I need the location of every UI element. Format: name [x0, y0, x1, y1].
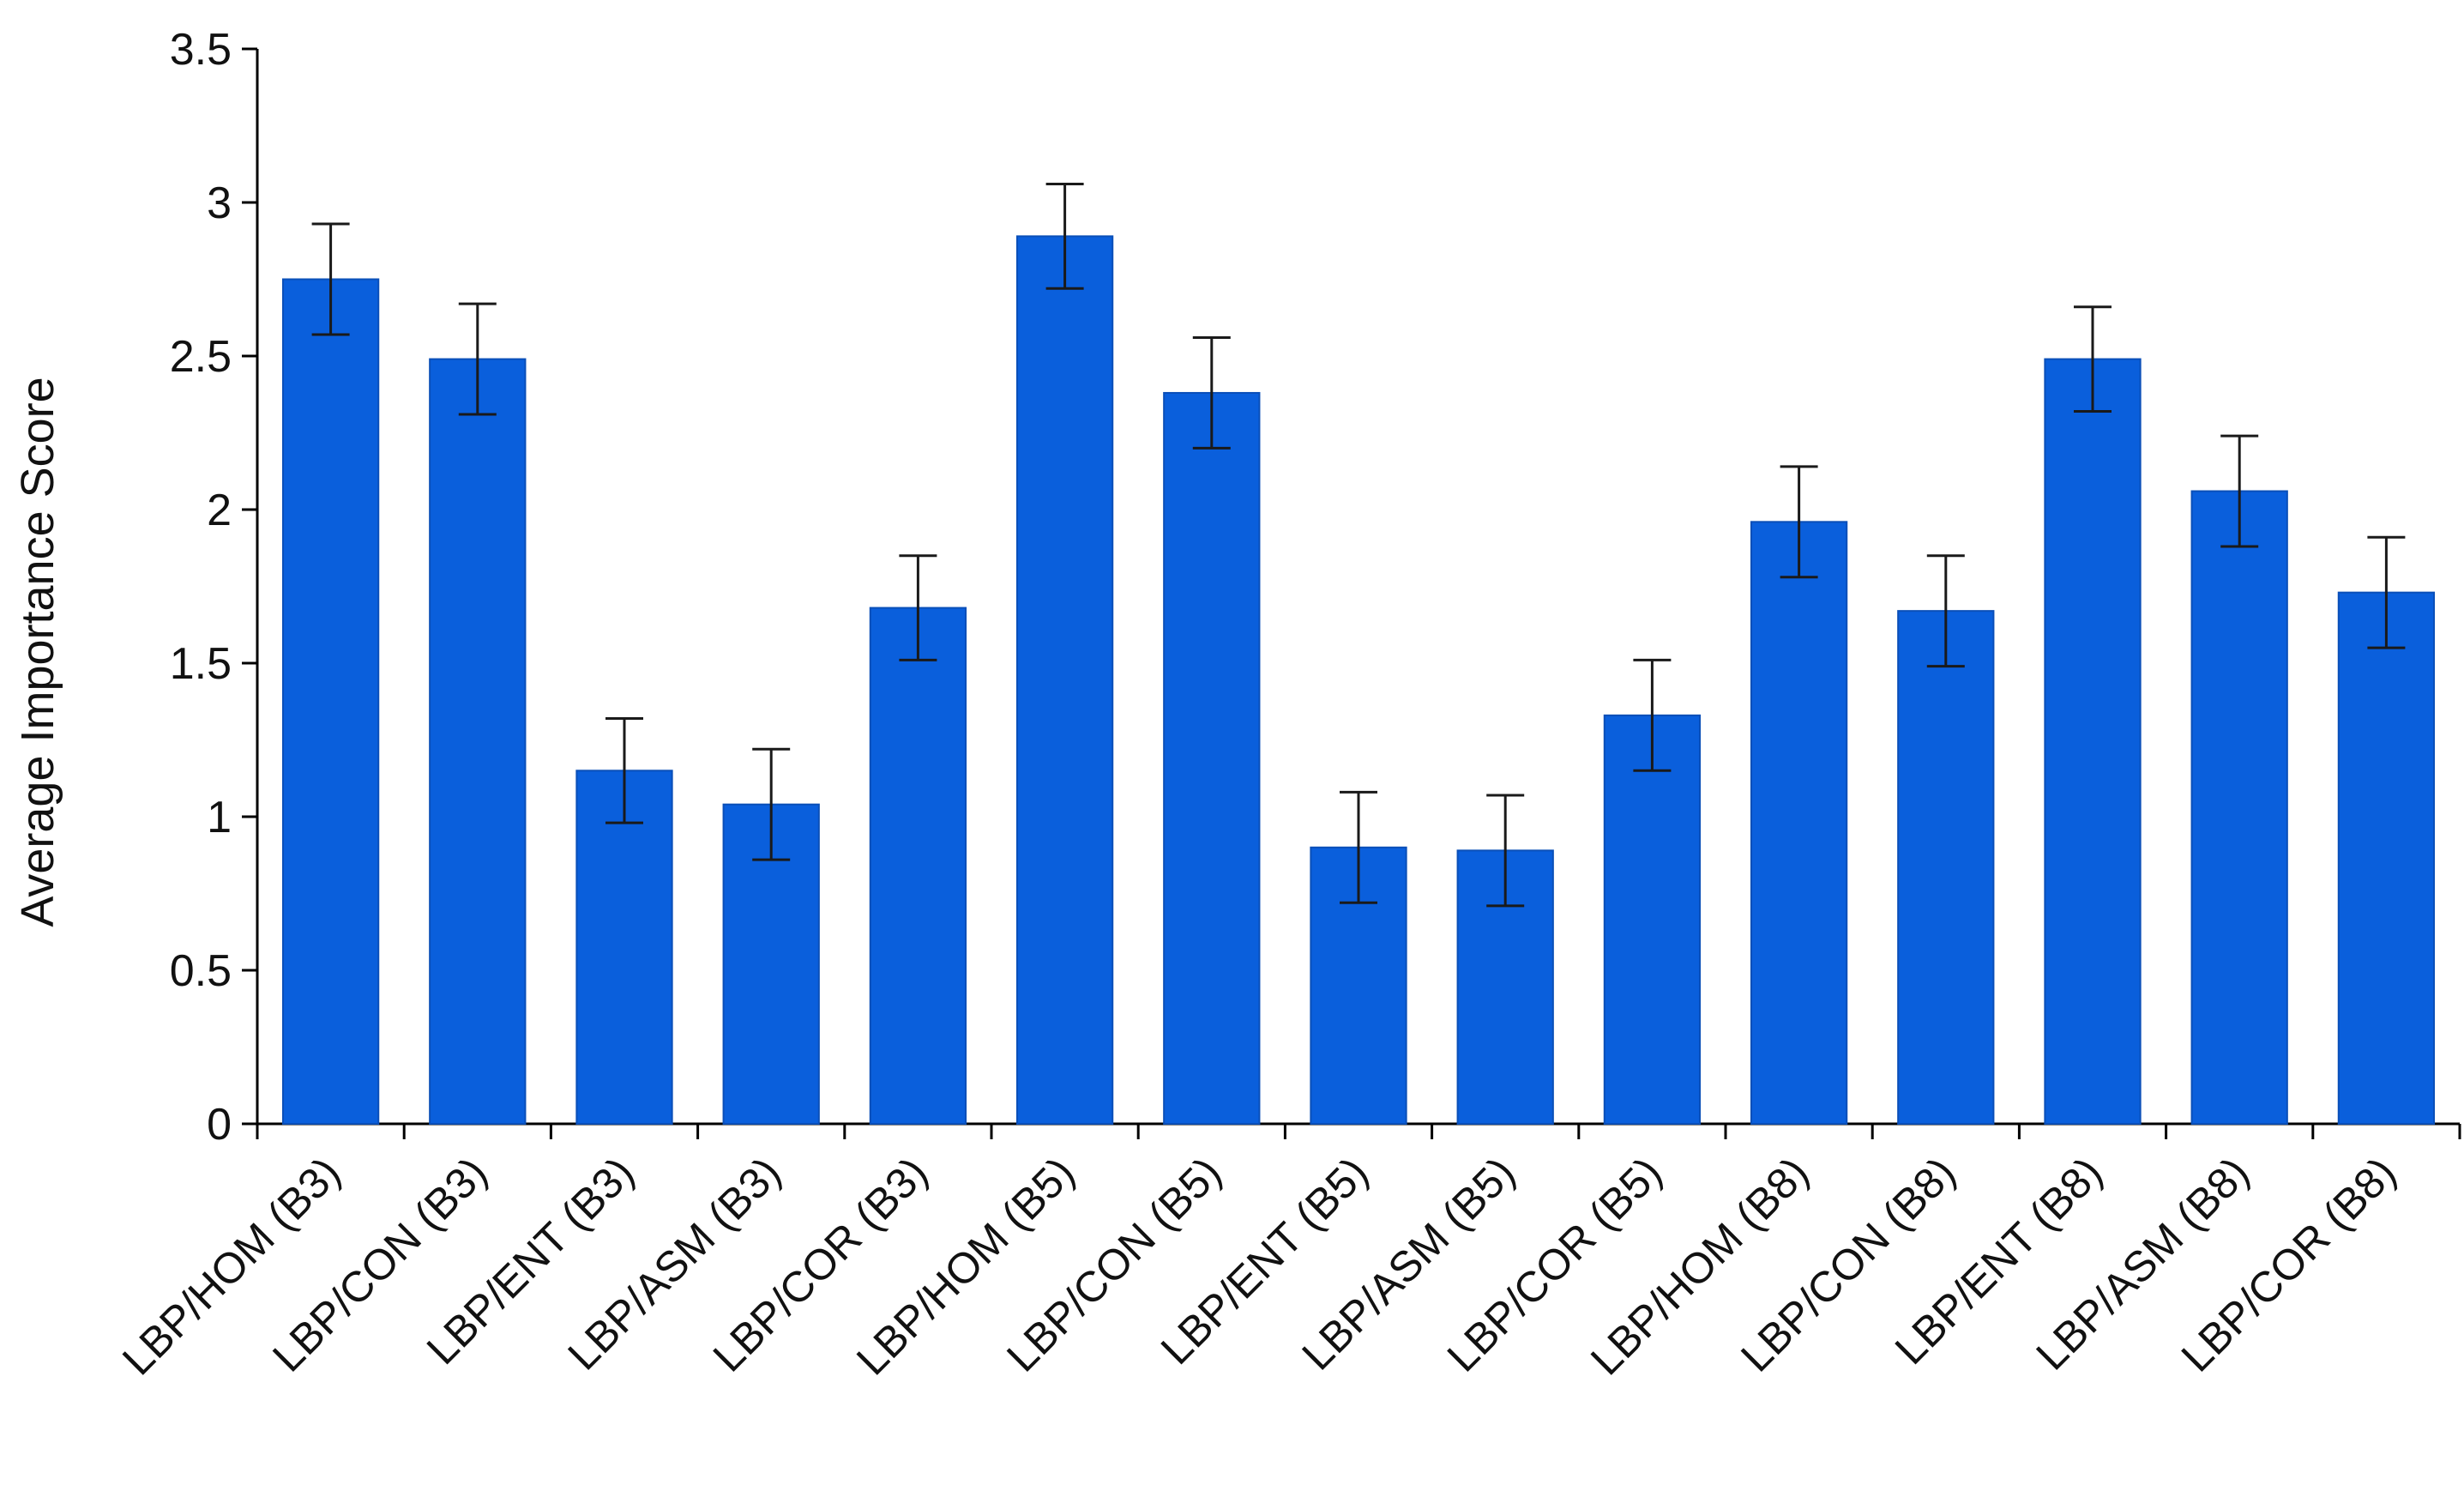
bar	[1015, 235, 1114, 1125]
y-tick-label: 3	[207, 178, 232, 228]
y-tick-label: 3.5	[170, 25, 232, 75]
y-tick-label: 2.5	[170, 332, 232, 382]
bar	[2044, 358, 2142, 1125]
y-tick-label: 1	[207, 793, 232, 842]
y-ticks: 0 0.5 1 1.5 2 2.5 3 3.5	[170, 25, 257, 1150]
bar	[1897, 610, 1995, 1125]
bar	[2337, 591, 2436, 1125]
bar	[2190, 490, 2288, 1125]
bar	[1163, 391, 1261, 1125]
bar	[281, 278, 380, 1125]
y-tick-label: 0	[207, 1100, 232, 1150]
error-bars	[311, 183, 2406, 908]
y-axis-title-group: Average Importance Score	[12, 377, 63, 927]
bar	[1310, 846, 1407, 1125]
y-axis-title: Average Importance Score	[12, 377, 63, 927]
bar	[869, 607, 967, 1125]
y-tick-label: 1.5	[170, 639, 232, 689]
bar	[429, 358, 527, 1125]
y-tick-label: 2	[207, 486, 232, 535]
bar	[1603, 714, 1702, 1125]
y-tick-label: 0.5	[170, 946, 232, 996]
bar	[1750, 521, 1848, 1125]
bars	[281, 235, 2436, 1125]
x-ticks: LBP/HOM (B3)LBP/CON (B3)LBP/ENT (B3)LBP/…	[113, 1124, 2461, 1385]
